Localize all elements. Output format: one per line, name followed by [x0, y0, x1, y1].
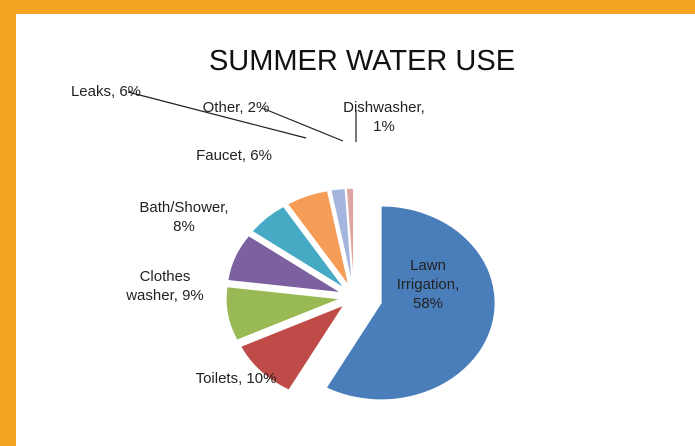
pie-slice-dishwasher — [345, 187, 355, 286]
slice-label-faucet: Faucet, 6% — [196, 147, 272, 164]
slice-label-lawn-irrigation: Lawn Irrigation, 58% — [397, 257, 460, 312]
slice-label-toilets: Toilets, 10% — [196, 370, 277, 387]
pie-slices — [225, 187, 496, 401]
pie-slice-toilets — [239, 304, 346, 391]
pie-slice-other — [330, 187, 353, 286]
slice-label-leaks: Leaks, 6% — [71, 83, 141, 100]
pie-slice-faucet — [251, 205, 345, 289]
chart-panel: SUMMER WATER USE Lawn Irrigation, 58% Toile… — [16, 14, 695, 446]
leader-line-leaks — [127, 91, 307, 139]
pie-slice-bath-shower — [227, 235, 342, 294]
slice-label-bath-shower: Bath/Shower, 8% — [139, 199, 228, 235]
slice-labels: Lawn Irrigation, 58% Toilets, 10% Clothes was… — [71, 83, 459, 387]
leader-line-other — [261, 107, 344, 142]
chart-title: SUMMER WATER USE — [209, 45, 515, 77]
slice-label-other: Other, 2% — [203, 99, 270, 116]
pie-chart: SUMMER WATER USE Lawn Irrigation, 58% Toile… — [71, 45, 515, 401]
pie-slice-lawn-irrigation — [325, 205, 496, 401]
leader-lines — [127, 91, 357, 142]
pie-slice-leaks — [287, 190, 350, 287]
slice-label-clothes-washer: Clothes washer, 9% — [125, 268, 204, 304]
slice-label-dishwasher: Dishwasher, 1% — [343, 99, 425, 135]
pie-slice-clothes-washer — [225, 286, 341, 341]
